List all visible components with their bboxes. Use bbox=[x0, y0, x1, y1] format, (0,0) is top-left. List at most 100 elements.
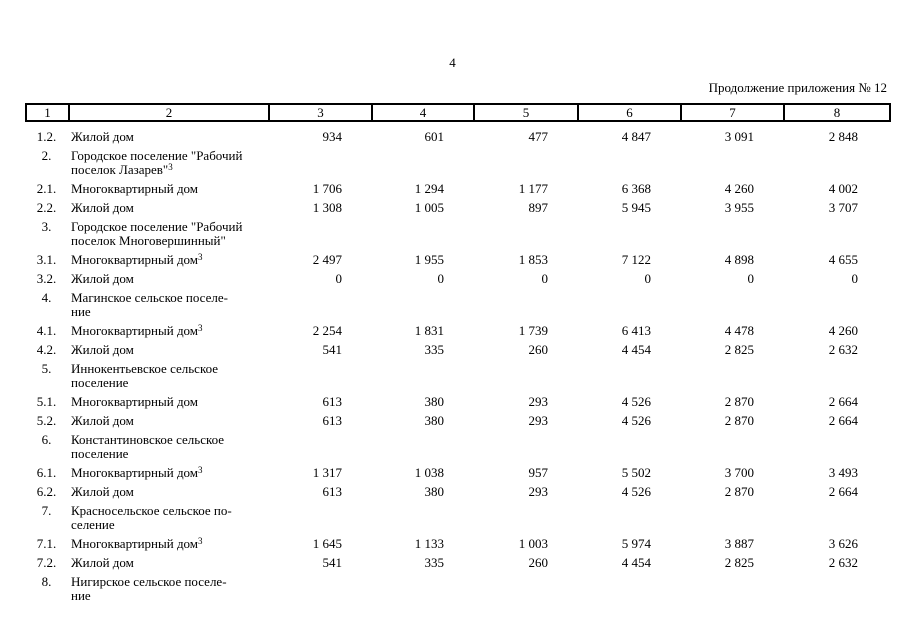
row-number: 2.2. bbox=[36, 200, 57, 215]
row-label-text: Многоквартирный дом bbox=[71, 394, 199, 409]
row-label-text: Красносельское сельское по- bbox=[71, 503, 232, 518]
row-value: 260 bbox=[528, 342, 549, 357]
row-value: 3 626 bbox=[828, 536, 858, 551]
row-label: Многоквартирный дом bbox=[68, 182, 268, 196]
row-number: 5.2. bbox=[36, 413, 57, 428]
row-value: 335 bbox=[424, 555, 445, 570]
row-value: 293 bbox=[528, 394, 549, 409]
row-label-text: Жилой дом bbox=[71, 555, 134, 570]
row-value: 1 294 bbox=[414, 181, 444, 196]
row-label: Многоквартирный дом3 bbox=[68, 324, 268, 338]
row-value: 1 038 bbox=[414, 465, 444, 480]
row-value: 3 700 bbox=[724, 465, 754, 480]
row-value: 7 122 bbox=[621, 252, 651, 267]
row-label: Константиновское сельское поселение bbox=[68, 433, 268, 461]
row-label: Жилой дом bbox=[68, 556, 268, 570]
row-label: Магинское сельское поселе-ние bbox=[68, 291, 268, 319]
row-number: 5. bbox=[41, 361, 52, 376]
table-row: 3. Городское поселение "Рабочий поселок Мн… bbox=[25, 220, 891, 248]
row-number: 2.1. bbox=[36, 181, 57, 196]
footnote-marker: 3 bbox=[198, 465, 203, 475]
row-value: 0 bbox=[644, 271, 652, 286]
row-value: 1 005 bbox=[414, 200, 444, 215]
row-value: 260 bbox=[528, 555, 549, 570]
row-number: 7.2. bbox=[36, 555, 57, 570]
row-value: 335 bbox=[424, 342, 445, 357]
row-value: 2 848 bbox=[828, 129, 858, 144]
row-value: 0 bbox=[437, 271, 445, 286]
footnote-marker: 3 bbox=[198, 536, 203, 546]
row-value: 2 497 bbox=[312, 252, 342, 267]
row-value: 2 632 bbox=[828, 555, 858, 570]
row-value: 0 bbox=[541, 271, 549, 286]
row-number: 3.1. bbox=[36, 252, 57, 267]
row-label-text: Жилой дом bbox=[71, 200, 134, 215]
row-label-text: ние bbox=[71, 588, 91, 603]
row-value: 4 526 bbox=[621, 394, 651, 409]
row-number: 4. bbox=[41, 290, 52, 305]
row-label: Многоквартирный дом3 bbox=[68, 466, 268, 480]
row-label-text: Многоквартирный дом bbox=[71, 465, 199, 480]
row-value: 541 bbox=[322, 555, 343, 570]
row-label: Жилой дом bbox=[68, 485, 268, 499]
row-value: 3 955 bbox=[724, 200, 754, 215]
row-value: 1 317 bbox=[312, 465, 342, 480]
row-label-text: Многоквартирный дом bbox=[71, 181, 199, 196]
table-row: 3.1. Многоквартирный дом3 2 497 1 955 1 853 7… bbox=[25, 253, 891, 267]
row-label-text: Многоквартирный дом bbox=[71, 252, 199, 267]
row-value: 4 454 bbox=[621, 342, 651, 357]
row-value: 3 887 bbox=[724, 536, 754, 551]
table-row: 6.1. Многоквартирный дом3 1 317 1 038 957 5 5… bbox=[25, 466, 891, 480]
row-label-text: Жилой дом bbox=[71, 413, 134, 428]
row-label: Иннокентьевское сельское поселение bbox=[68, 362, 268, 390]
row-number: 3.2. bbox=[36, 271, 57, 286]
row-label-text: Жилой дом bbox=[71, 342, 134, 357]
row-label-text: Магинское сельское поселе- bbox=[71, 290, 228, 305]
row-label: Городское поселение "Рабочий поселок Мног… bbox=[68, 220, 268, 248]
table-row: 2. Городское поселение "Рабочий поселок Ла… bbox=[25, 149, 891, 177]
row-number: 3. bbox=[41, 219, 52, 234]
row-value: 6 368 bbox=[621, 181, 651, 196]
row-value: 293 bbox=[528, 484, 549, 499]
row-value: 897 bbox=[528, 200, 549, 215]
row-value: 957 bbox=[528, 465, 549, 480]
table-row: 6.2. Жилой дом 613 380 293 4 526 2 870 2 664 bbox=[25, 485, 891, 499]
row-value: 613 bbox=[322, 394, 343, 409]
row-value: 934 bbox=[322, 129, 343, 144]
row-number: 5.1. bbox=[36, 394, 57, 409]
table-row: 5. Иннокентьевское сельское поселение bbox=[25, 362, 891, 390]
row-label-text: поселок Многовершинный" bbox=[71, 233, 226, 248]
row-value: 2 632 bbox=[828, 342, 858, 357]
row-number: 7.1. bbox=[36, 536, 57, 551]
row-value: 4 655 bbox=[828, 252, 858, 267]
row-label-text: Нигирское сельское поселе- bbox=[71, 574, 227, 589]
row-label-text: поселение bbox=[71, 375, 129, 390]
row-value: 613 bbox=[322, 413, 343, 428]
table-row: 4.2. Жилой дом 541 335 260 4 454 2 825 2 632 bbox=[25, 343, 891, 357]
row-number: 4.2. bbox=[36, 342, 57, 357]
row-value: 3 493 bbox=[828, 465, 858, 480]
row-value: 4 260 bbox=[724, 181, 754, 196]
row-value: 1 706 bbox=[312, 181, 342, 196]
row-label-text: поселение bbox=[71, 446, 129, 461]
row-value: 601 bbox=[424, 129, 445, 144]
table-header-cell: 2 bbox=[70, 105, 270, 120]
row-value: 1 003 bbox=[518, 536, 548, 551]
row-label: Жилой дом bbox=[68, 130, 268, 144]
row-number: 6.1. bbox=[36, 465, 57, 480]
row-label: Нигирское сельское поселе-ние bbox=[68, 575, 268, 603]
row-value: 1 133 bbox=[414, 536, 444, 551]
row-label-text: Жилой дом bbox=[71, 129, 134, 144]
row-value: 1 177 bbox=[518, 181, 548, 196]
row-value: 1 739 bbox=[518, 323, 548, 338]
table-header-cell: 6 bbox=[579, 105, 682, 120]
row-value: 477 bbox=[528, 129, 549, 144]
row-value: 0 bbox=[851, 271, 859, 286]
table-header-cell: 3 bbox=[270, 105, 373, 120]
row-label: Жилой дом bbox=[68, 414, 268, 428]
row-value: 4 260 bbox=[828, 323, 858, 338]
row-label: Многоквартирный дом bbox=[68, 395, 268, 409]
